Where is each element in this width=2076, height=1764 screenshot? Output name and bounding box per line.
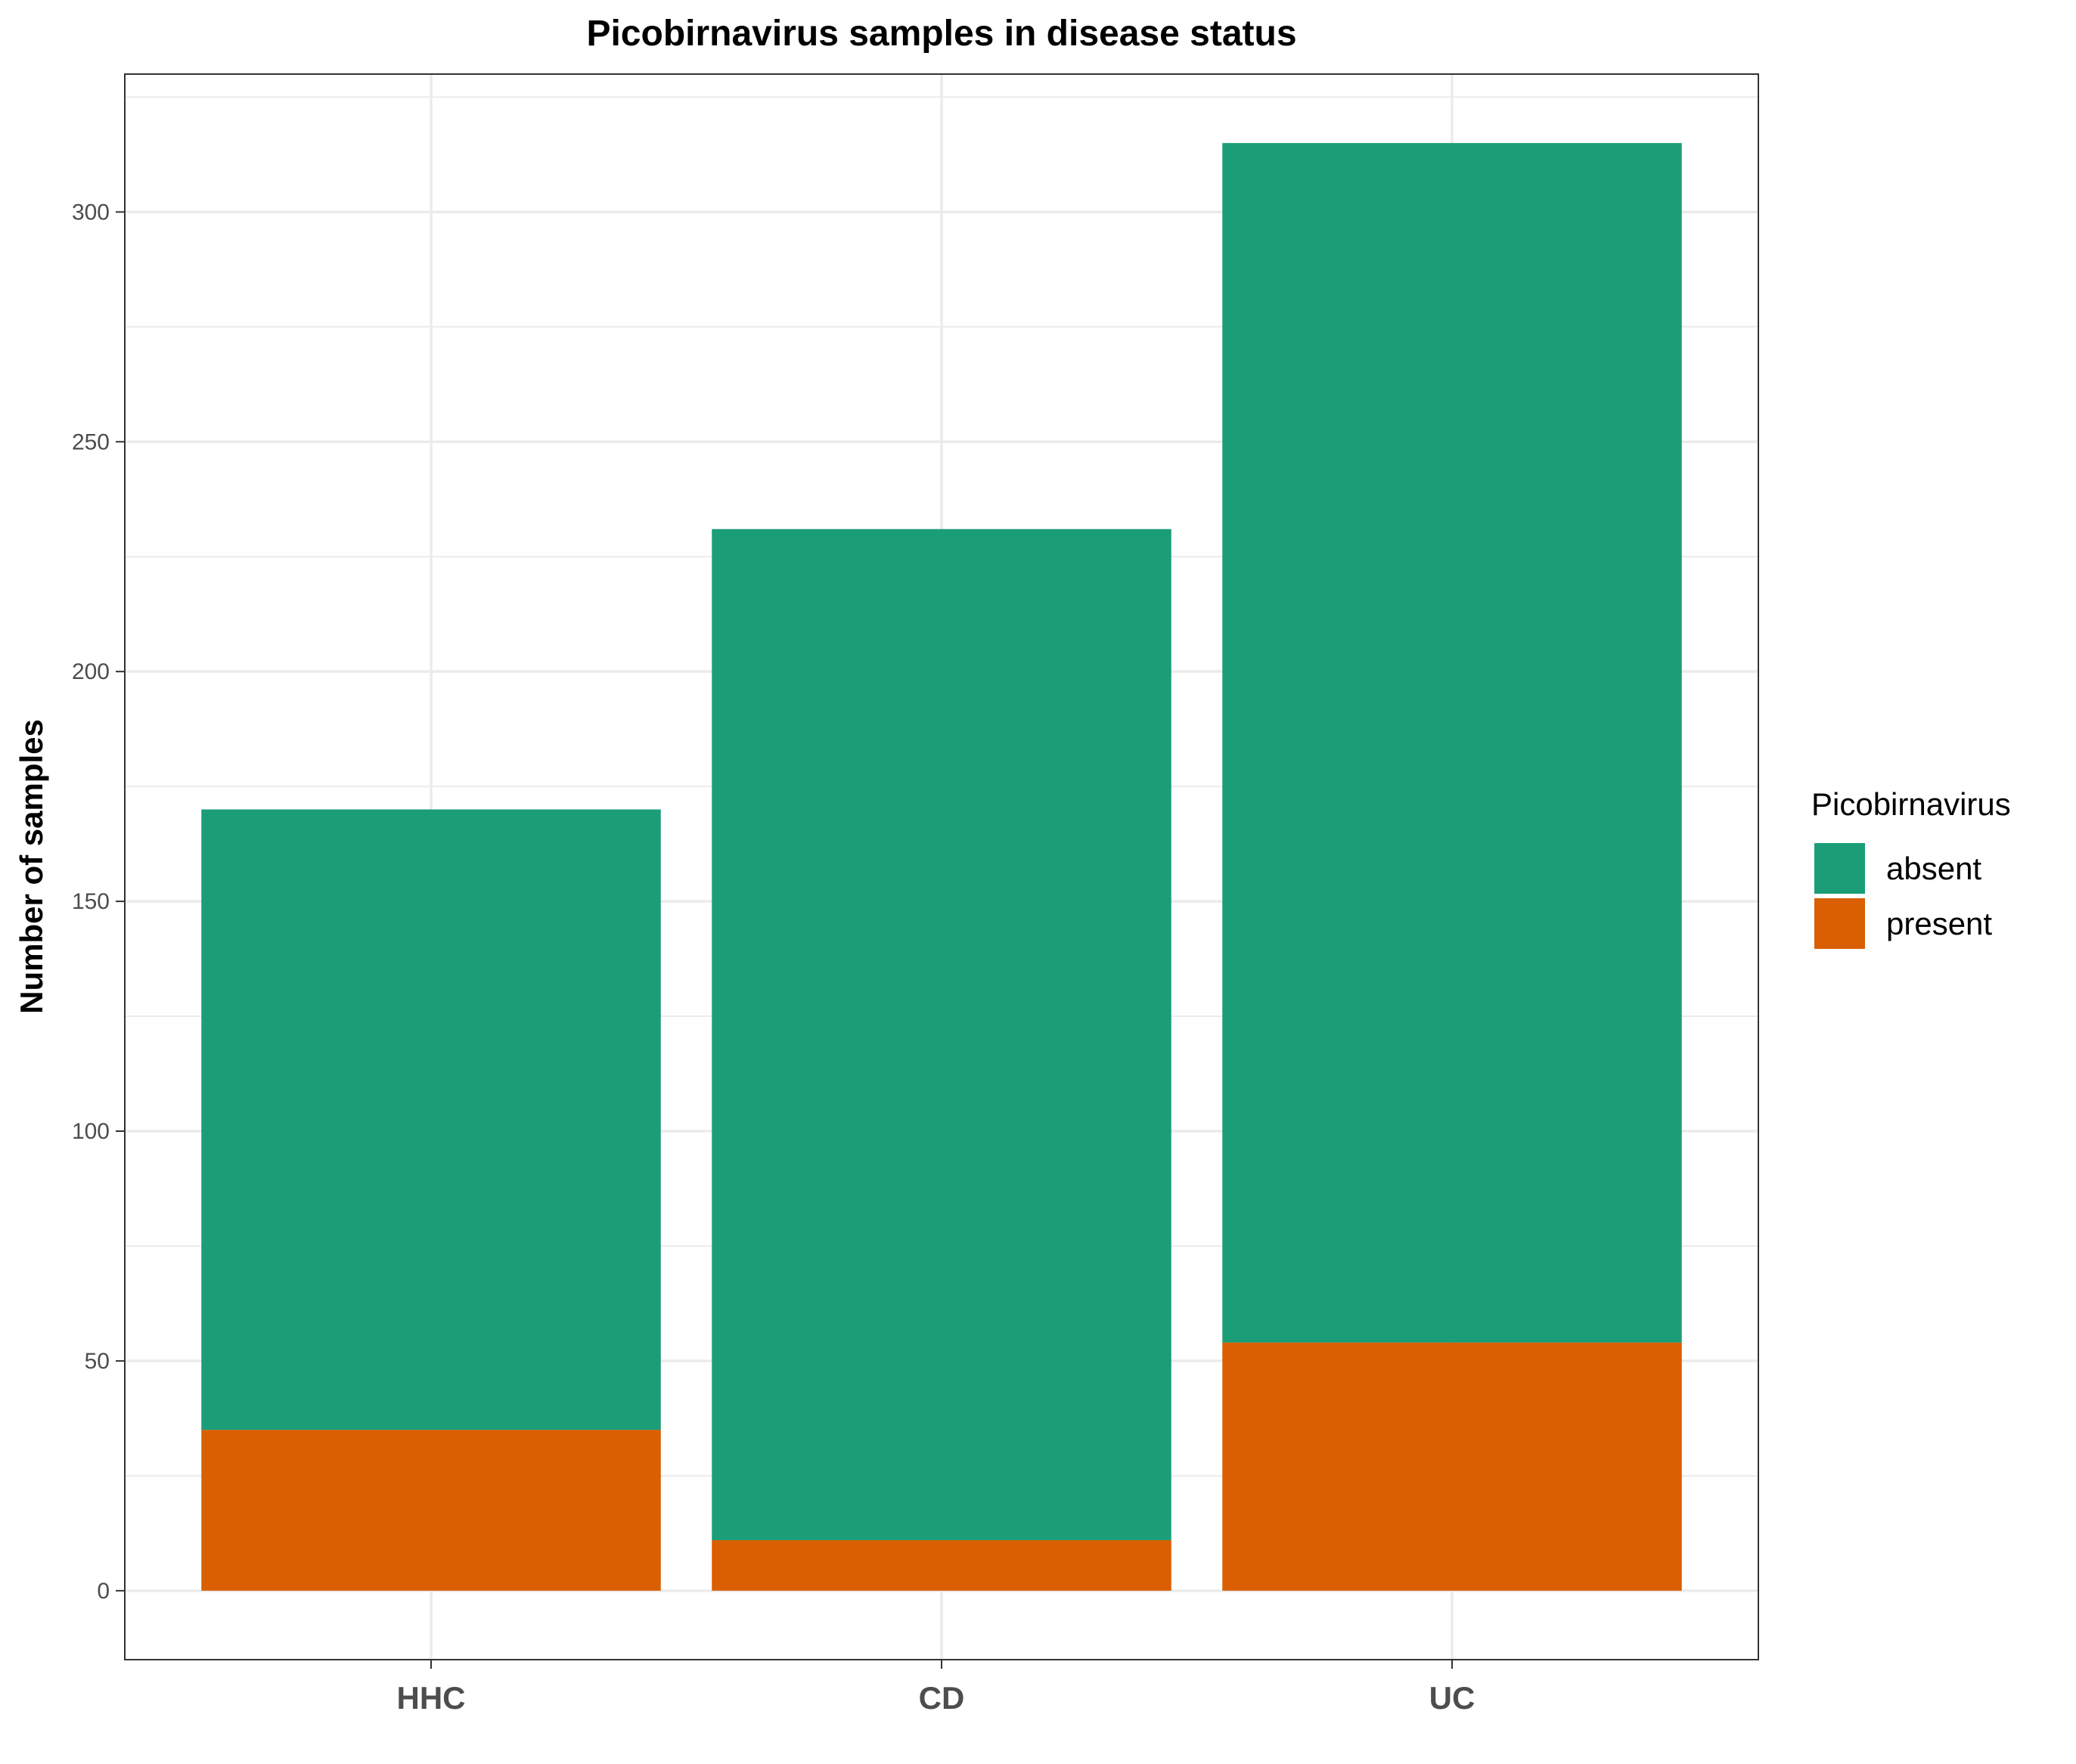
y-tick-label: 150 xyxy=(72,889,110,914)
bar-absent-hhc xyxy=(201,809,661,1431)
bar-absent-cd xyxy=(712,529,1171,1540)
y-tick-label: 0 xyxy=(97,1579,110,1604)
bars xyxy=(201,143,1682,1591)
legend-label-present: present xyxy=(1886,906,1992,941)
bar-present-hhc xyxy=(201,1430,661,1591)
chart-title: Picobirnavirus samples in disease status xyxy=(586,14,1296,54)
legend: Picobirnavirus absent present xyxy=(1811,786,2011,949)
y-axis-ticks: 0 50 100 150 200 250 300 xyxy=(72,200,125,1604)
legend-title: Picobirnavirus xyxy=(1811,786,2011,822)
legend-items: absent present xyxy=(1814,843,1992,949)
legend-key-present xyxy=(1814,898,1865,949)
y-tick-label: 50 xyxy=(85,1349,110,1374)
bar-present-cd xyxy=(712,1539,1171,1591)
legend-key-absent xyxy=(1814,843,1865,894)
y-tick-label: 100 xyxy=(72,1119,110,1144)
bar-absent-uc xyxy=(1222,143,1682,1343)
legend-label-absent: absent xyxy=(1886,851,1981,886)
y-tick-label: 250 xyxy=(72,429,110,454)
bar-present-uc xyxy=(1222,1342,1682,1591)
x-tick-label-uc: UC xyxy=(1429,1680,1476,1716)
y-tick-label: 200 xyxy=(72,659,110,684)
x-tick-label-hhc: HHC xyxy=(397,1680,466,1716)
x-tick-label-cd: CD xyxy=(919,1680,965,1716)
x-axis-ticks: HHC CD UC xyxy=(397,1660,1476,1716)
y-tick-label: 300 xyxy=(72,200,110,225)
y-axis-label: Number of samples xyxy=(14,719,49,1014)
